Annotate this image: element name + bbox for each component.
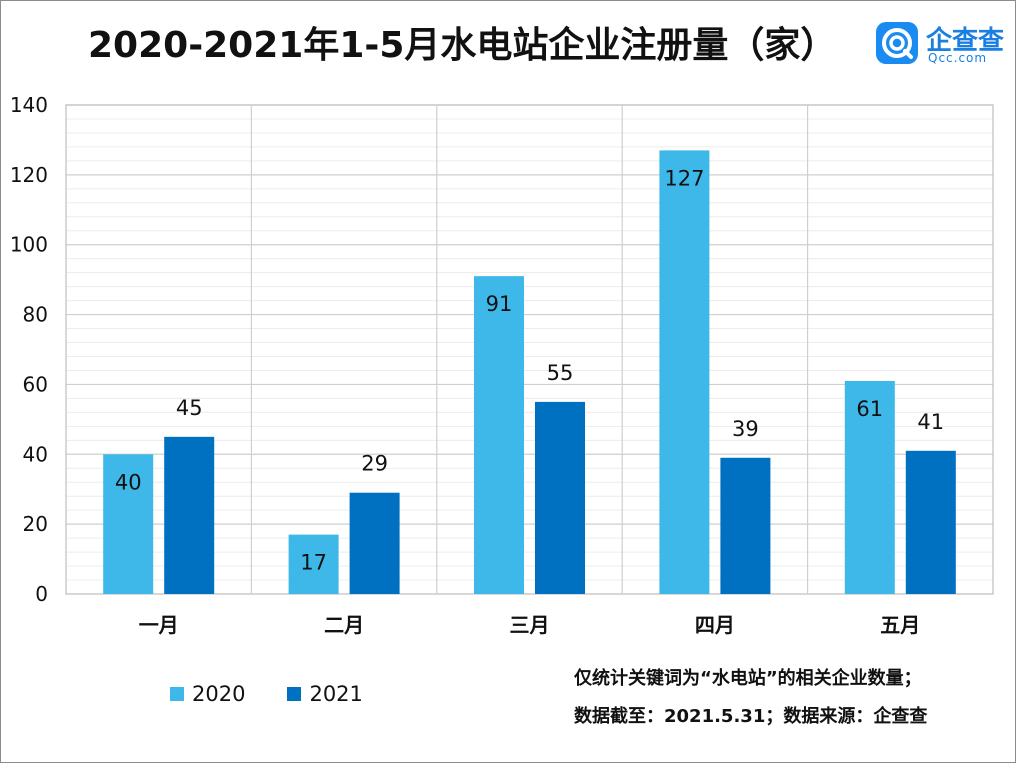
- x-tick-label: 二月: [324, 613, 364, 637]
- bar-2020-5: [844, 380, 895, 594]
- legend-swatch-2020: [170, 687, 184, 701]
- data-label-2021-3: 55: [547, 361, 574, 385]
- bar-2021-5: [905, 450, 956, 594]
- x-tick-label: 五月: [880, 613, 920, 637]
- data-label-2021-2: 29: [361, 452, 388, 476]
- qcc-logo-icon: [876, 22, 918, 64]
- legend: 2020 2021: [170, 682, 405, 706]
- bar-2020-3: [474, 276, 524, 594]
- footnote-source: 数据截至：2021.5.31；数据来源：企查查: [574, 706, 928, 727]
- data-label-2021-1: 45: [176, 396, 203, 420]
- bar-2020-2: [288, 534, 339, 594]
- y-tick-label: 60: [23, 372, 48, 396]
- y-tick-label: 20: [23, 512, 48, 536]
- plot-area-border: [65, 104, 994, 595]
- y-tick-label: 140: [10, 93, 48, 117]
- legend-item-2021: 2021: [287, 682, 363, 706]
- legend-label-2021: 2021: [309, 682, 363, 706]
- bar-2020-4: [659, 150, 710, 594]
- y-tick-label: 100: [10, 233, 48, 257]
- bar-2020-1: [103, 454, 154, 594]
- footnotes: 仅统计关键词为“水电站”的相关企业数量； 数据截至：2021.5.31；数据来源…: [574, 660, 927, 736]
- bar-2021-4: [720, 457, 771, 594]
- data-label-2021-4: 39: [732, 417, 759, 441]
- x-tick-label: 三月: [510, 613, 550, 637]
- data-label-2020-2: 17: [300, 551, 327, 575]
- data-label-2020-1: 40: [115, 470, 142, 494]
- y-tick-label: 0: [35, 582, 48, 606]
- x-tick-label: 一月: [139, 613, 179, 637]
- data-label-2021-5: 41: [917, 410, 944, 434]
- legend-item-2020: 2020: [170, 682, 245, 706]
- y-tick-label: 40: [23, 442, 48, 466]
- qcc-logo: 企查查 Qcc.com: [876, 20, 1004, 68]
- bar-2021-2: [349, 492, 400, 594]
- bar-2021-3: [535, 401, 585, 594]
- legend-label-2020: 2020: [192, 682, 246, 706]
- qcc-logo-text: 企查查: [926, 26, 1005, 56]
- y-tick-label: 80: [23, 303, 48, 327]
- data-label-2020-4: 127: [664, 166, 704, 190]
- data-label-2020-3: 91: [486, 292, 513, 316]
- data-label-2020-5: 61: [856, 397, 883, 421]
- qcc-logo-subtext: Qcc.com: [928, 51, 988, 65]
- x-tick-label: 四月: [695, 613, 735, 637]
- footnote-scope: 仅统计关键词为“水电站”的相关企业数量；: [574, 668, 922, 689]
- legend-swatch-2021: [287, 687, 302, 701]
- chart-title: 2020-2021年1-5月水电站企业注册量（家）: [88, 25, 837, 66]
- y-tick-label: 120: [10, 163, 48, 187]
- bar-2021-1: [164, 436, 215, 594]
